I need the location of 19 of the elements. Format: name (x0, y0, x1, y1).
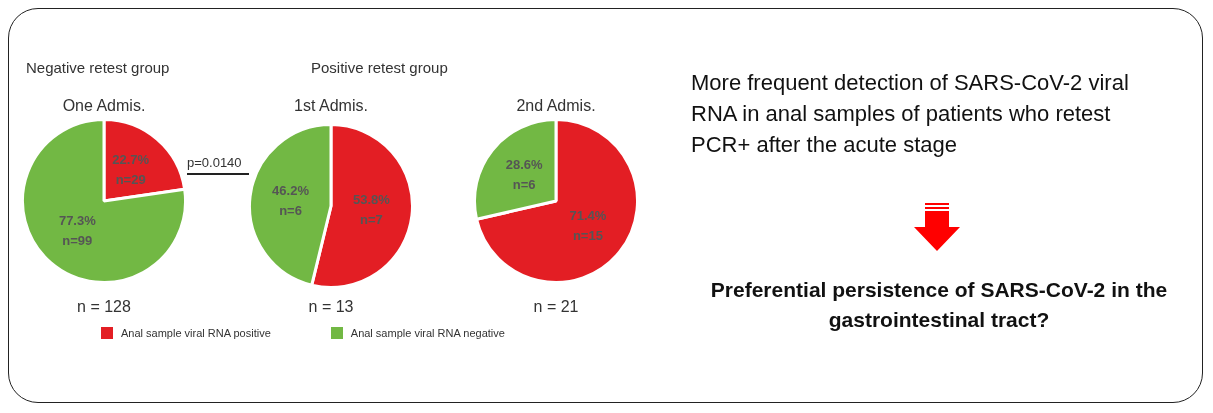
text: More frequent detection of SARS-CoV-2 viral RNA in anal samples of patients who retest PCR+ after the acute stage (691, 69, 1130, 159)
text: p=0.0140 (187, 155, 242, 170)
chart-subtitle: 1st Admis. (293, 97, 369, 115)
data-label: 28.6% n=6 (505, 157, 543, 193)
legend-label: Anal sample viral RNA positive (121, 327, 271, 339)
text: n = 21 (532, 298, 580, 316)
text: Preferential persistence of SARS-CoV-2 in the gastrointestinal tract? (709, 277, 1169, 333)
data-label: 22.7% n=29 (112, 151, 150, 187)
text: n = 128 (76, 298, 132, 316)
chart-subtitle: One Admis. (61, 97, 147, 115)
chart-title: Negative retest group (26, 59, 170, 76)
data-label: 71.4% n=15 (569, 207, 607, 243)
legend-label: Anal sample viral RNA negative (350, 327, 505, 339)
text: n = 13 (307, 298, 355, 316)
data-label: 77.3% n=99 (58, 213, 97, 249)
data-label: 46.2% n=6 (272, 182, 310, 218)
chart-title: Positive retest group (311, 59, 448, 76)
data-label: 53.8% n=7 (353, 192, 391, 228)
chart-subtitle: 2nd Admis. (515, 97, 597, 115)
